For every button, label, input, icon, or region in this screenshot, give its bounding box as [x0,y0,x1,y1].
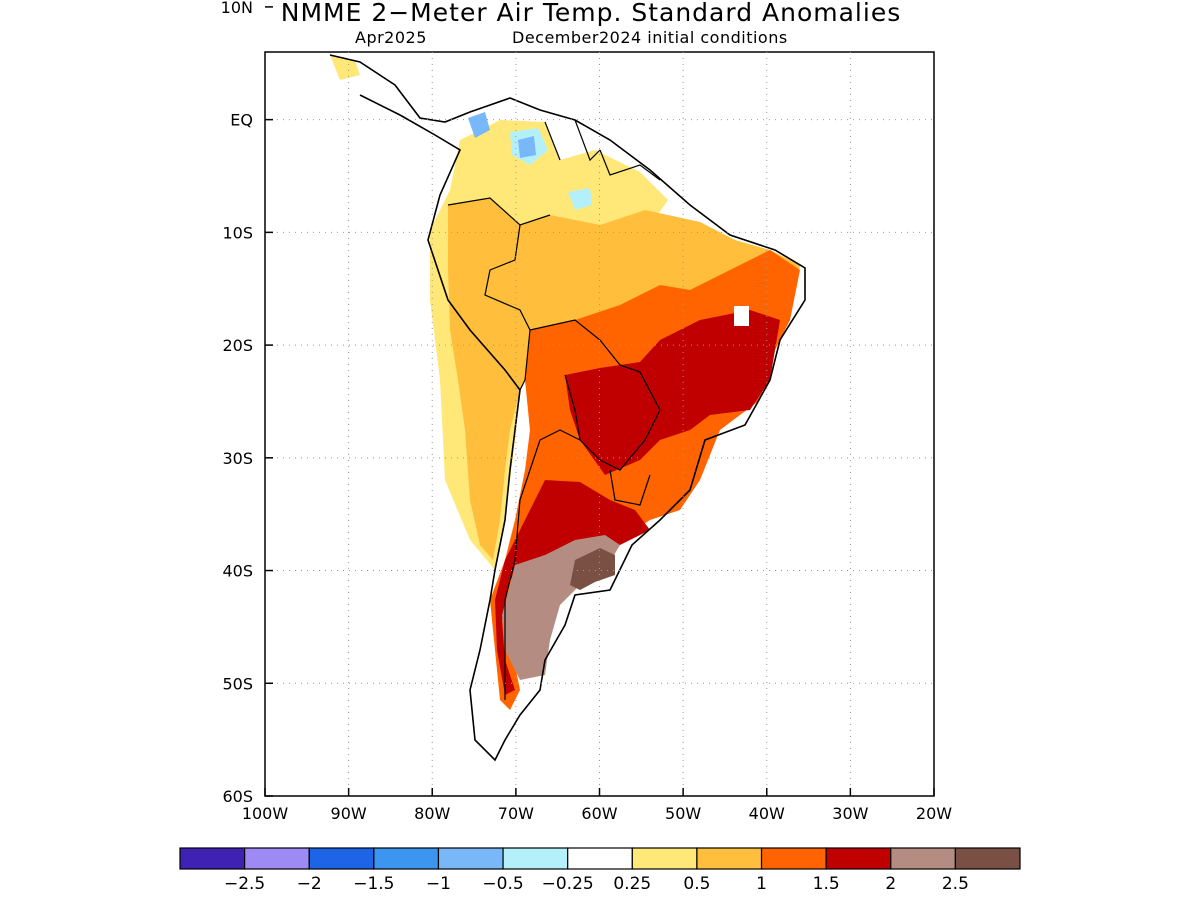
lon-tick-label: 80W [414,804,450,823]
colorbar-swatch [244,847,310,870]
lon-tick-label: 60W [581,804,617,823]
colorbar-swatch [760,847,827,870]
country-borders [447,119,661,700]
lat-tick-label: 50S [222,674,253,693]
colorbar-label: 1.5 [813,874,840,894]
axis-ticks: 100W 90W 80W 70W 60W 50W 40W 30W 20W 10N EQ 10S 20S 3… [221,0,953,823]
colorbar-swatch [631,847,698,870]
colorbar-swatch [567,847,633,870]
colorbar-label: −0.25 [542,874,594,894]
colorbar-swatch [373,847,440,870]
initial-conditions: December2024 initial conditions [512,28,788,47]
lat-tick-label: 40S [222,562,253,581]
colorbar-swatch [437,847,504,870]
anomaly-region-neg-0.5-1 [518,136,536,158]
lat-tick-label: 10N [221,0,253,17]
colorbar-swatch [954,847,1021,870]
colorbar-swatch [308,847,375,870]
colorbar-label: 2.5 [942,874,969,894]
colorbar-label: −2 [297,874,322,894]
map-title: NMME 2−Meter Air Temp. Standard Anomalie… [280,0,902,27]
lon-tick-label: 100W [242,804,289,823]
anomaly-region-1.5-2 [495,480,650,695]
colorbar-swatch [696,847,763,870]
lat-tick-label: 10S [222,223,253,242]
valid-month: Apr2025 [355,28,427,47]
colorbar-label: −2.5 [224,874,265,894]
lon-tick-label: 40W [749,804,785,823]
missing-cell [734,306,749,326]
colorbar-swatch [502,847,569,870]
colorbar-label: −1 [426,874,451,894]
lon-tick-label: 90W [331,804,367,823]
anomaly-map: 100W 90W 80W 70W 60W 50W 40W 30W 20W 10N EQ 10S 20S 3… [221,0,953,823]
anomaly-region-neg-0.25-0.5 [568,188,592,210]
colorbar-label: 0.25 [613,874,651,894]
colorbar-label: 1 [756,874,767,894]
lon-tick-label: 30W [832,804,868,823]
lon-tick-label: 50W [665,804,701,823]
anomaly-region-1.5-2 [565,310,780,475]
lat-tick-label: 60S [222,787,253,806]
lat-tick-label: EQ [230,111,253,130]
anomaly-region-neg-0.5-1 [468,112,490,138]
lat-tick-label: 20S [222,336,253,355]
colorbar-label: −0.5 [482,874,523,894]
colorbar-label: 2 [885,874,896,894]
colorbar-swatch [179,847,246,870]
lon-tick-label: 20W [916,804,952,823]
colorbar-swatch [890,847,956,870]
anomaly-region-0.25-0.5 [330,55,360,80]
lon-tick-label: 70W [498,804,534,823]
colorbar-label: −1.5 [353,874,394,894]
colorbar-label: 0.5 [683,874,710,894]
gridlines [265,52,934,796]
anomaly-region-gt-2.5 [570,548,615,590]
colorbar-swatch [825,847,892,870]
lat-tick-label: 30S [222,449,253,468]
